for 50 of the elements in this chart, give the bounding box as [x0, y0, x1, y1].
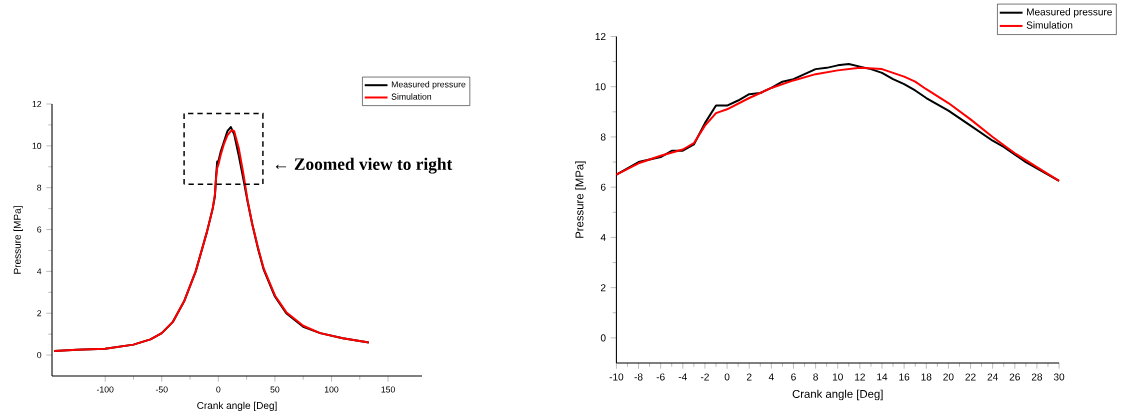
- annotation: ← Zoomed view to right: [275, 157, 453, 174]
- x-tick-label: 50: [270, 386, 280, 393]
- x-tick-label: 16: [899, 373, 910, 381]
- x-tick-label: 24: [987, 373, 998, 381]
- y-tick-label: 2: [37, 310, 42, 317]
- y-axis-title: Pressure [MPa]: [13, 206, 23, 274]
- x-tick-label: -100: [96, 386, 114, 393]
- y-tick-label: 4: [37, 268, 42, 275]
- y-tick-label: 10: [32, 142, 42, 149]
- legend-label: Simulation: [1026, 21, 1073, 29]
- y-tick-label: 4: [600, 233, 606, 241]
- y-tick-label: 6: [600, 183, 606, 191]
- x-tick-label: -50: [155, 386, 168, 393]
- x-tick-label: 6: [791, 373, 796, 381]
- y-tick-label: 8: [37, 184, 42, 191]
- x-tick-label: 26: [1009, 373, 1020, 381]
- x-tick-label: 14: [877, 373, 888, 381]
- y-tick-label: 8: [600, 133, 606, 141]
- legend-label: Measured pressure: [391, 81, 466, 90]
- y-tick-label: 2: [600, 284, 606, 292]
- x-tick-label: 150: [381, 386, 395, 393]
- x-tick-label: -6: [656, 373, 665, 381]
- x-tick-label: -10: [609, 373, 624, 381]
- y-tick-label: 12: [595, 32, 606, 40]
- x-axis-title: Crank angle [Deg]: [197, 401, 277, 412]
- y-tick-label: 0: [37, 352, 42, 359]
- x-tick-label: 4: [768, 373, 774, 381]
- x-tick-label: 28: [1031, 373, 1043, 381]
- x-tick-label: 18: [921, 373, 932, 381]
- x-tick-label: 20: [943, 373, 954, 381]
- y-tick-label: 10: [595, 83, 606, 91]
- x-tick-label: 22: [965, 373, 976, 381]
- x-tick-label: 100: [324, 386, 339, 393]
- x-tick-label: 10: [832, 373, 843, 381]
- x-axis-title: Crank angle [Deg]: [792, 389, 883, 401]
- x-tick-label: 30: [1053, 373, 1065, 381]
- x-tick-label: -4: [678, 373, 687, 381]
- x-tick-label: 8: [813, 373, 818, 381]
- x-tick-label: 0: [724, 373, 730, 381]
- legend-label: Simulation: [391, 93, 432, 100]
- y-tick-label: 0: [600, 334, 606, 342]
- legend-label: Measured pressure: [1027, 8, 1112, 18]
- y-axis-title: Pressure [MPa]: [575, 161, 586, 238]
- x-tick-label: -2: [700, 373, 709, 381]
- x-tick-label: -8: [634, 373, 643, 381]
- y-tick-label: 12: [32, 100, 42, 108]
- y-tick-label: 6: [37, 226, 42, 233]
- x-tick-label: 12: [855, 373, 865, 381]
- x-tick-label: 0: [216, 386, 221, 393]
- x-tick-label: 2: [746, 373, 752, 381]
